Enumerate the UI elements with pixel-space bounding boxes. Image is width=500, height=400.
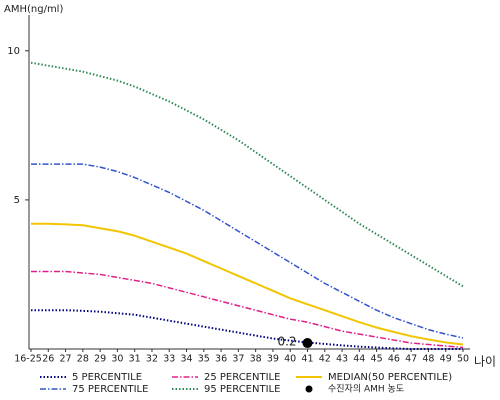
x-tick-label: 29 <box>94 354 106 365</box>
x-tick-label: 30 <box>111 354 123 365</box>
x-tick-label: 28 <box>77 354 89 365</box>
x-tick-label: 36 <box>215 354 227 365</box>
legend-label: 95 PERCENTILE <box>204 384 280 395</box>
series-line <box>31 270 464 349</box>
series-line <box>31 309 463 350</box>
x-tick-label: 34 <box>180 354 192 365</box>
legend-swatch <box>305 385 313 393</box>
x-tick-label: 38 <box>250 354 262 365</box>
legend-label: 5 PERCENTILE <box>72 372 142 383</box>
x-tick-label: 37 <box>232 354 244 365</box>
x-tick-label: 50 <box>457 354 469 365</box>
patient-label: 0.2 <box>277 335 296 349</box>
y-tick-label: 10 <box>7 46 20 57</box>
x-tick-label: 31 <box>129 354 141 365</box>
legend-label: 75 PERCENTILE <box>72 384 148 395</box>
x-tick-label: 40 <box>284 354 296 365</box>
legend-label: 수진자의 AMH 농도 <box>328 384 404 395</box>
x-tick-label: 48 <box>422 354 434 365</box>
x-tick-label: 44 <box>353 354 365 365</box>
series-line <box>30 61 464 288</box>
series-line <box>31 163 464 339</box>
y-axis-label: AMH(ng/ml) <box>4 4 63 15</box>
x-tick-label: 47 <box>405 354 417 365</box>
y-tick-label: 5 <box>14 195 20 206</box>
x-tick-label: 41 <box>301 354 313 365</box>
x-tick-label: 39 <box>267 354 279 365</box>
x-tick-label: 35 <box>198 354 210 365</box>
x-tick-label: 26 <box>42 354 54 365</box>
x-tick-label: 16-25 <box>14 354 42 365</box>
x-tick-label: 33 <box>163 354 175 365</box>
x-tick-label: 46 <box>388 354 400 365</box>
x-tick-label: 49 <box>440 354 452 365</box>
legend-label: MEDIAN(50 PERCENTILE) <box>328 372 452 383</box>
x-axis-label: 나이 <box>474 355 496 369</box>
x-tick-label: 32 <box>146 354 158 365</box>
x-tick-label: 45 <box>371 354 383 365</box>
x-tick-label: 43 <box>336 354 348 365</box>
x-tick-label: 27 <box>60 354 72 365</box>
x-tick-label: 42 <box>319 354 331 365</box>
series-line <box>31 222 464 346</box>
legend-label: 25 PERCENTILE <box>204 372 280 383</box>
patient-point <box>302 338 313 349</box>
